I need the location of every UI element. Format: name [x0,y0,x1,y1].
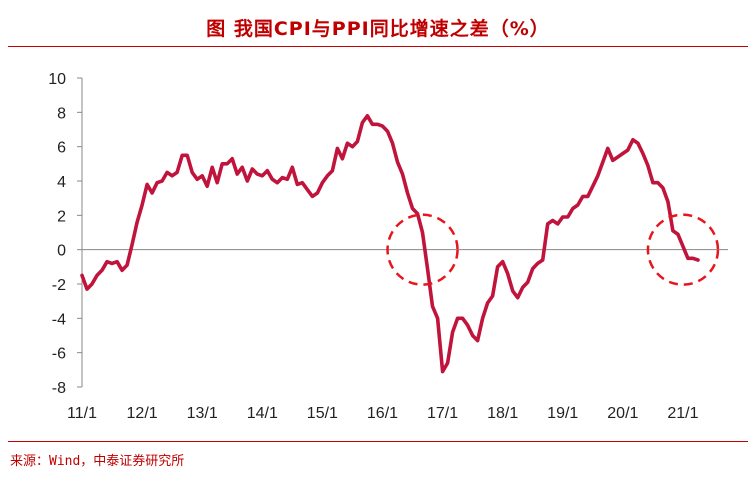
x-tick-labels: 11/1 12/1 13/1 14/1 15/1 16/1 17/1 18/1 19/1 20/1… [67,405,699,422]
x-tick-label: 16/1 [367,405,398,422]
footer-divider [8,441,748,442]
x-tick-label: 17/1 [427,405,458,422]
x-tick-label: 13/1 [187,405,218,422]
x-tick-label: 21/1 [667,405,698,422]
x-tick-label: 12/1 [127,405,158,422]
series-line [80,114,700,374]
dashed-circle-annotation [646,213,720,286]
y-tick-label: -8 [52,380,66,397]
x-tick-label: 20/1 [607,405,638,422]
chart-title: 图 我国CPI与PPI同比增速之差（%） [206,18,550,40]
source-note: 来源：Wind，中泰证券研究所 [10,454,185,469]
line-chart: 10 8 6 4 2 0 -2 -4 -6 -8 11/1 12/1 13/1 14/1 15/1 16/1… [48,71,728,422]
x-tick-label: 19/1 [547,405,578,422]
x-tick-label: 15/1 [307,405,338,422]
annotation-circles [386,213,720,286]
y-tick-label: 10 [48,71,66,88]
y-tick-label: 4 [57,174,66,191]
y-tick-label: 6 [57,140,66,157]
chart-axes [77,77,728,388]
dashed-circle-annotation [386,213,459,286]
y-tick-label: -2 [52,277,66,294]
x-tick-label: 14/1 [247,405,278,422]
y-tick-label: -6 [52,346,66,363]
x-tick-label: 11/1 [67,405,97,422]
y-tick-label: 8 [57,105,66,122]
y-tick-label: 2 [57,208,66,225]
y-tick-label: -4 [52,311,66,328]
x-tick-label: 18/1 [487,405,518,422]
title-divider [8,46,748,47]
y-tick-labels: 10 8 6 4 2 0 -2 -4 -6 -8 [48,71,66,397]
y-tick-label: 0 [57,243,66,260]
